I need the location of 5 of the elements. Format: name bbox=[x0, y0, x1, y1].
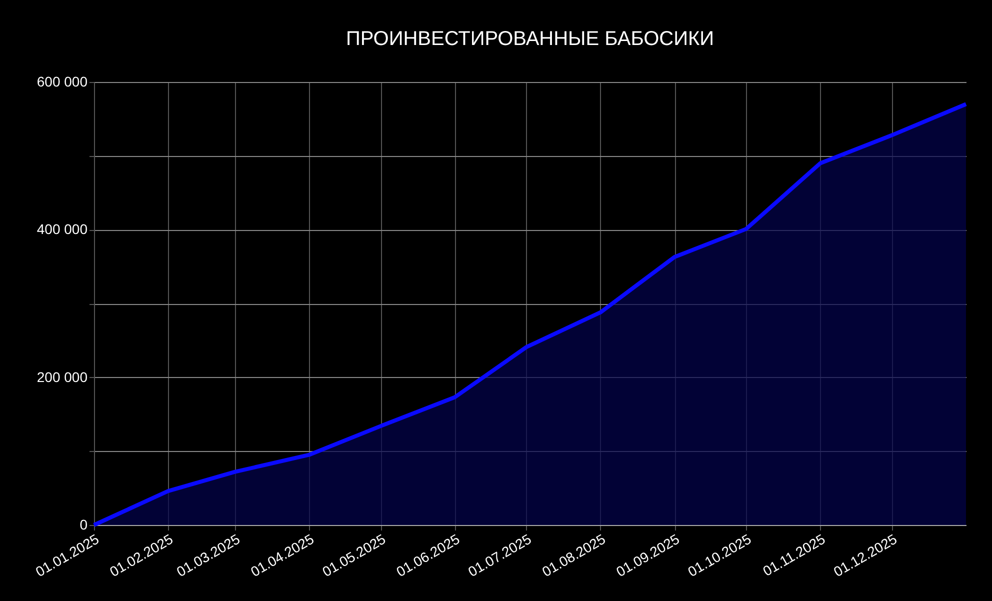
y-tick-label: 0 bbox=[80, 516, 88, 532]
y-tick-label: 600 000 bbox=[36, 74, 88, 90]
y-tick-label: 200 000 bbox=[36, 368, 88, 385]
chart-title: ПРОИНВЕСТИРОВАННЫЕ БАБОСИКИ bbox=[346, 28, 714, 50]
y-tick-label: 400 000 bbox=[36, 221, 88, 238]
